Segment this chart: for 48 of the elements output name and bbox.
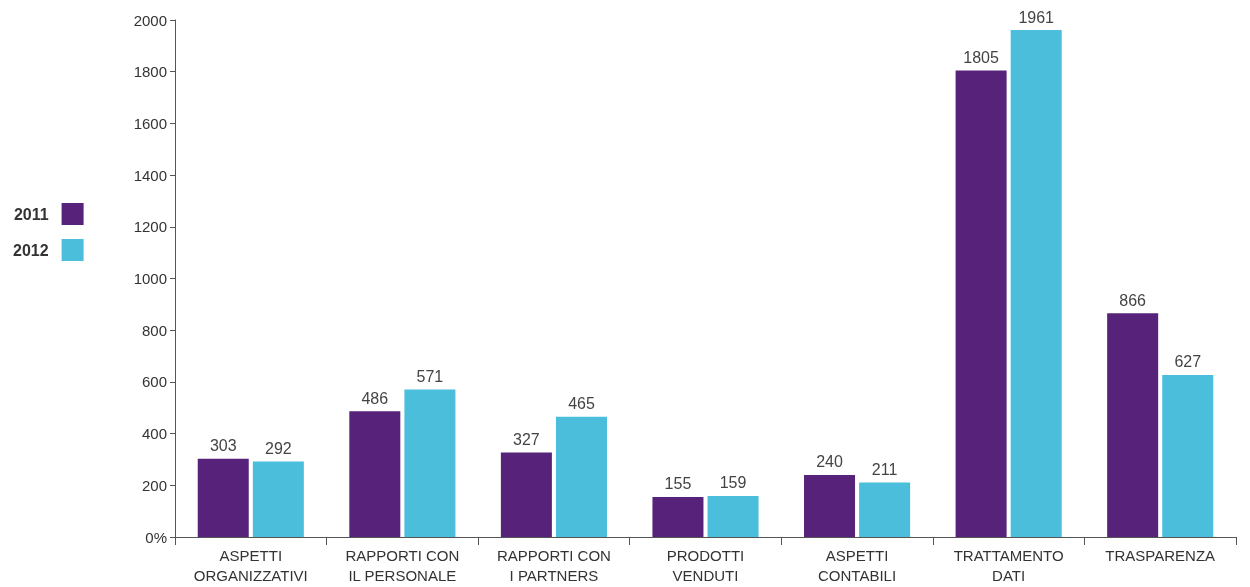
bar — [804, 474, 856, 537]
bar — [1010, 30, 1062, 537]
data-label: 159 — [719, 474, 747, 492]
bar — [955, 70, 1007, 537]
bar — [404, 389, 456, 537]
data-label: 155 — [664, 475, 692, 493]
data-label: 571 — [416, 367, 444, 385]
x-tick-label: ASPETTI CONTABILI — [818, 546, 897, 584]
bar — [1107, 313, 1159, 537]
data-label: 1961 — [1018, 8, 1055, 26]
y-tick-label: 1000 — [133, 270, 167, 287]
bar — [500, 452, 552, 537]
y-tick-label: 1200 — [133, 218, 167, 236]
data-label: 240 — [816, 453, 843, 471]
y-tick-label: 0% — [145, 528, 167, 546]
y-tick-label: 200 — [141, 476, 167, 494]
bar — [859, 482, 911, 537]
x-tick-label: TRASPARENZA — [1105, 546, 1216, 564]
data-label: 211 — [871, 460, 898, 478]
x-tick-label: RAPPORTI CON IL PERSONALE — [345, 546, 460, 584]
data-label: 303 — [209, 437, 237, 455]
y-tick-label: 1600 — [133, 114, 167, 132]
bar — [252, 461, 304, 537]
data-label: 866 — [1119, 291, 1147, 309]
legend-label: 2011 — [13, 205, 49, 223]
x-tick-label: RAPPORTI CON I PARTNERS — [496, 546, 611, 584]
y-tick-label: 400 — [141, 425, 167, 443]
bar — [555, 416, 607, 537]
bar — [1162, 374, 1214, 537]
data-label: 486 — [361, 389, 389, 407]
bar — [197, 458, 249, 537]
bar — [652, 496, 704, 537]
y-tick-label: 2000 — [133, 11, 167, 29]
y-tick-label: 600 — [141, 373, 167, 391]
data-label: 292 — [264, 440, 292, 458]
bar — [707, 495, 759, 537]
data-label: 627 — [1174, 353, 1202, 371]
x-tick-label: TRATTAMENTO DATI — [953, 546, 1064, 584]
x-tick-label: PRODOTTI VENDUTI — [666, 546, 745, 584]
data-label: 327 — [513, 430, 540, 448]
y-tick-label: 800 — [141, 321, 167, 339]
data-label: 1805 — [963, 48, 999, 66]
data-label: 465 — [568, 395, 595, 413]
y-tick-label: 1800 — [133, 63, 167, 81]
x-tick-label: ASPETTI ORGANIZZATIVI — [193, 546, 308, 584]
legend-label: 2012 — [13, 241, 49, 259]
y-tick-label: 1400 — [133, 166, 167, 184]
bar — [349, 411, 401, 537]
